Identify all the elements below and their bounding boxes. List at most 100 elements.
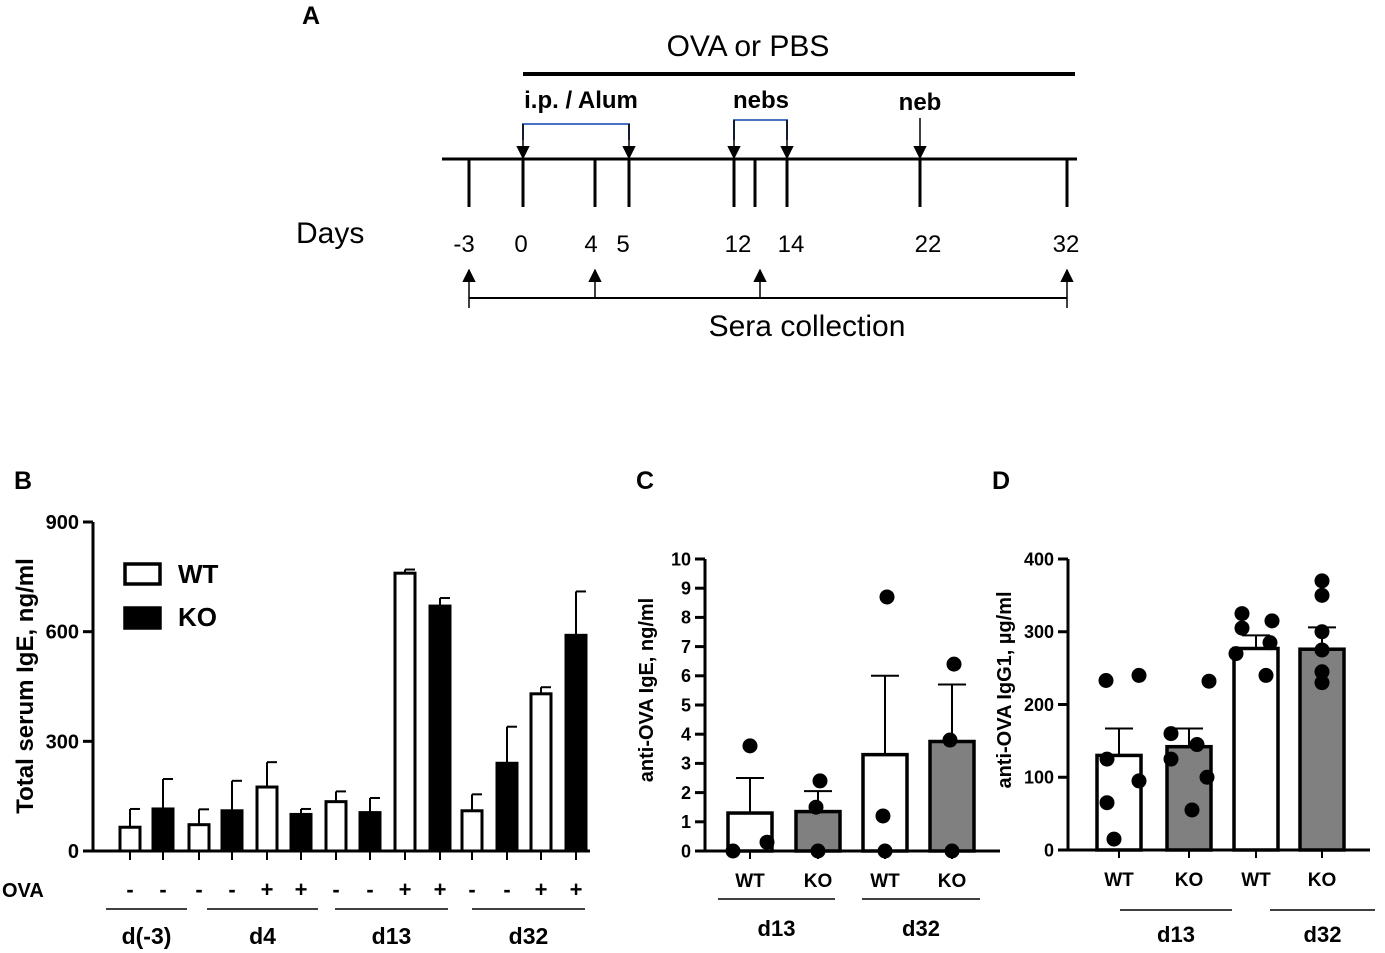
data-point — [1131, 667, 1147, 683]
ova-sign: + — [535, 877, 548, 902]
bar-wt — [861, 752, 909, 853]
data-point — [1131, 773, 1147, 789]
data-point — [1314, 642, 1330, 658]
x-tick-label: KO — [1308, 870, 1337, 891]
data-point — [808, 799, 824, 815]
data-point — [1163, 751, 1179, 767]
data-point — [1201, 673, 1217, 689]
panel-label-c: C — [636, 467, 654, 495]
data-point — [1258, 667, 1274, 683]
total-ige-chart: B Total serum IgE, ng/ml 0 300 600 900 WT K… — [2, 467, 590, 949]
y-tick-label: 8 — [681, 608, 691, 628]
y-tick-label: 300 — [46, 731, 79, 753]
group-label: d32 — [1304, 922, 1342, 947]
day-tick-label: 4 — [584, 231, 597, 258]
ova-sign: - — [195, 877, 202, 902]
ova-sign: + — [399, 877, 412, 902]
timeline-panel: A OVA or PBS i.p. / Alum nebs neb Days -… — [296, 2, 1079, 343]
bar-wt — [255, 785, 279, 853]
ova-sign: - — [228, 877, 235, 902]
data-point — [942, 732, 958, 748]
day-tick-label: 22 — [915, 231, 942, 258]
data-point — [879, 589, 895, 605]
bar-ko — [151, 807, 175, 853]
sera-collection-label: Sera collection — [709, 310, 906, 343]
day-tick-label: 14 — [778, 231, 805, 258]
data-point — [875, 808, 891, 824]
y-tick-label: 0 — [1044, 840, 1054, 860]
y-tick-label: 7 — [681, 637, 691, 657]
y-tick-label: 10 — [671, 549, 691, 569]
data-point — [1234, 606, 1250, 622]
ova-sign: - — [332, 877, 339, 902]
ova-sign: - — [159, 877, 166, 902]
y-tick-label: 3 — [681, 754, 691, 774]
x-tick-label: KO — [804, 871, 833, 892]
y-tick-label: 2 — [681, 783, 691, 803]
data-point — [1234, 620, 1250, 636]
y-tick-label: 0 — [681, 841, 691, 861]
y-tick-label: 0 — [68, 841, 79, 863]
data-point — [1106, 831, 1122, 847]
group-label: d13 — [1157, 922, 1195, 947]
data-point — [1228, 646, 1244, 662]
y-axis-title: anti-OVA IgG1, µg/ml — [994, 591, 1016, 788]
ova-row-label: OVA — [2, 880, 44, 902]
y-tick-label: 900 — [46, 512, 79, 534]
y-tick-label: 400 — [1024, 549, 1054, 569]
ova-sign: - — [126, 877, 133, 902]
data-point — [1314, 664, 1330, 680]
legend: WT KO — [123, 559, 219, 632]
day-tick-label: 0 — [514, 231, 527, 258]
bar-ko — [428, 604, 452, 853]
legend-swatch-wt — [123, 562, 162, 586]
data-point — [1264, 613, 1280, 629]
group-label: d13 — [372, 923, 412, 949]
data-point — [759, 834, 775, 850]
day-tick-label: 12 — [725, 231, 752, 258]
day-ticks — [467, 159, 1069, 207]
bar-wt — [324, 800, 348, 853]
y-axis-title: anti-OVA IgE, ng/ml — [636, 598, 658, 782]
data-point — [1099, 751, 1115, 767]
data-point — [1099, 795, 1115, 811]
ova-sign: + — [261, 877, 274, 902]
x-tick-label: KO — [1175, 870, 1204, 891]
y-tick-label: 200 — [1024, 695, 1054, 715]
bar-wt — [187, 823, 211, 853]
group-label: d4 — [249, 923, 276, 949]
bar-ko — [289, 812, 313, 853]
y-tick-label: 100 — [1024, 768, 1054, 788]
legend-label-ko: KO — [178, 602, 217, 632]
x-tick-label: WT — [1104, 870, 1134, 891]
data-point — [1314, 675, 1330, 691]
nebs-label: nebs — [733, 87, 789, 114]
data-point — [1184, 802, 1200, 818]
data-point — [1199, 769, 1215, 785]
data-point — [1314, 573, 1330, 589]
ova-sign: + — [434, 877, 447, 902]
ova-sign: - — [503, 877, 510, 902]
ova-sign: + — [570, 877, 583, 902]
panel-label-d: D — [992, 467, 1010, 495]
y-tick-label: 4 — [681, 725, 691, 745]
data-point — [946, 656, 962, 672]
data-point — [725, 843, 741, 859]
ip-alum-label: i.p. / Alum — [524, 87, 638, 114]
panel-label-b: B — [14, 467, 32, 495]
x-tick-label: WT — [1241, 870, 1271, 891]
y-tick-label: 1 — [681, 812, 691, 832]
data-point — [1314, 587, 1330, 603]
legend-label-wt: WT — [178, 559, 219, 589]
bar-wt — [1232, 646, 1280, 852]
bar-wt — [118, 825, 142, 853]
group-label: d32 — [902, 916, 940, 941]
bar-ko — [564, 633, 588, 853]
day-tick-label: 5 — [616, 231, 629, 258]
ova-sign: + — [295, 877, 308, 902]
data-point — [1163, 726, 1179, 742]
treatment-label: OVA or PBS — [667, 30, 830, 63]
bar-wt — [529, 692, 553, 853]
data-point — [812, 773, 828, 789]
